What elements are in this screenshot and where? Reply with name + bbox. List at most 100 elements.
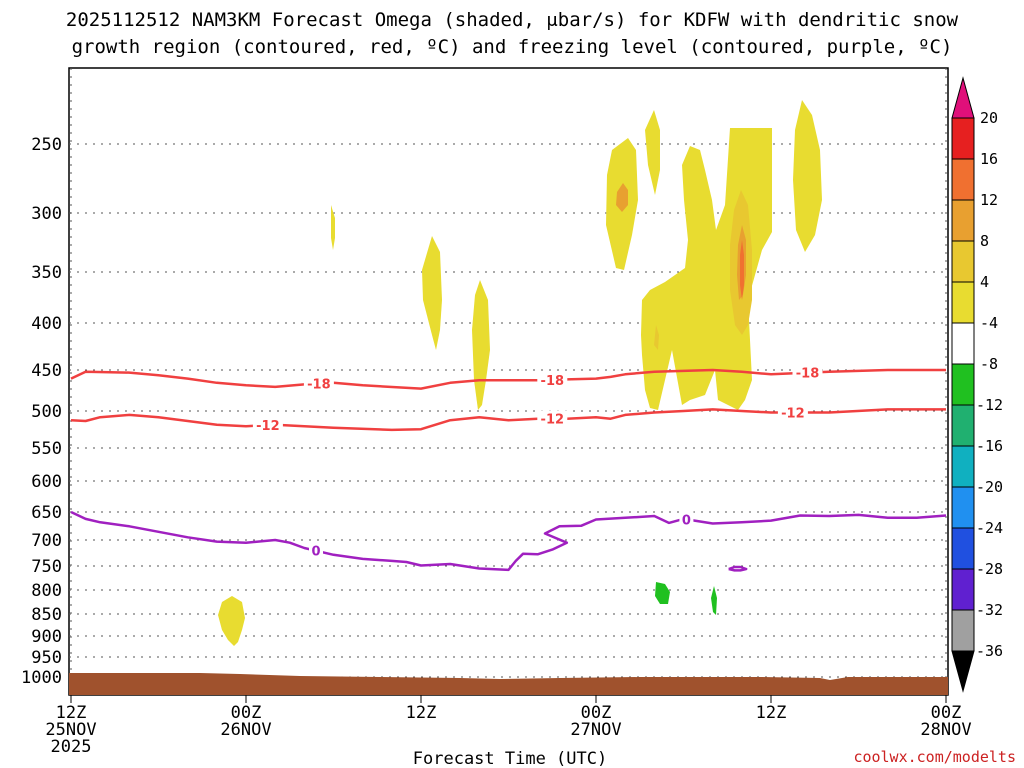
contour-label-0: 0 [311,545,320,560]
colorbar-label-neg8: -8 [980,355,998,373]
omega-region-4-i [654,325,659,350]
contour-label-bg [537,371,568,388]
omega-region-neg8-a [655,582,670,604]
contour-label-bg [252,417,283,434]
x-tick-00z-b-line1: 00Z [581,703,612,723]
y-tick-600: 600 [31,472,62,492]
y-tick-500: 500 [31,402,62,422]
colorbar-label-neg16: -16 [976,437,1003,455]
x-tick-12z-line3: 2025 [51,737,92,757]
x-tick-00z-c-line1: 00Z [931,703,962,723]
y-tick-450: 450 [31,361,62,381]
x-tick-00z-b-line2: 27NOV [570,720,621,740]
contour-label-bg [792,364,823,381]
x-tick-00z-a-line2: 26NOV [220,720,271,740]
x-tick-12z-line1: 12Z [56,703,87,723]
contour-line-4 [728,565,748,572]
colorbar-label-neg4: -4 [980,314,998,332]
y-tick-400: 400 [31,314,62,334]
colorbar-label-neg36: -36 [976,642,1003,660]
colorbar-swatch-neg32 [951,609,975,652]
x-axis-ticks [70,695,947,703]
contour-line-2 [70,408,946,432]
chart-title-line2: growth region (contoured, red, ºC) and f… [72,36,953,58]
y-tick-250: 250 [31,135,62,155]
colorbar-label-neg32: -32 [976,601,1003,619]
contour-label--12: -12 [256,419,280,434]
y-tick-750: 750 [31,557,62,577]
colorbar-label-8: 8 [980,232,989,250]
contour-label--18: -18 [307,378,331,393]
colorbar-label-4: 4 [980,273,989,291]
colorbar-swatch-neg20 [951,486,975,529]
colorbar-swatch-20 [951,117,975,160]
omega-region-12-a [740,240,744,300]
contour-layer: -18 -18 -18 -12 -12 -12 0 0 [70,364,947,572]
contour-label-bg [777,404,808,421]
y-tick-300: 300 [31,204,62,224]
contour-label-bg [303,375,334,392]
colorbar-swatch-8 [951,240,975,283]
colorbar-label-16: 16 [980,150,998,168]
omega-shading [218,100,822,646]
x-tick-12z-c-line1: 12Z [756,703,787,723]
x-tick-12z-b-line1: 12Z [406,703,437,723]
x-axis-labels: 12Z 25NOV 2025 00Z 26NOV 12Z 00Z 27NOV 1… [45,703,971,757]
omega-region-4-b [422,236,442,350]
colorbar-label-neg20: -20 [976,478,1003,496]
y-tick-800: 800 [31,581,62,601]
colorbar-swatch-12 [951,199,975,242]
colorbar: 20 16 12 8 4 -4 -8 -12 -16 -20 -24 -28 -… [951,76,1003,693]
colorbar-swatch-4 [951,281,975,324]
colorbar-swatch-neg28 [951,568,975,611]
contour-label--18: -18 [796,367,820,382]
omega-region-4-h [218,596,245,646]
colorbar-swatch-neg24 [951,527,975,570]
omega-region-8-b [616,183,628,212]
y-tick-700: 700 [31,531,62,551]
omega-region-4-c [472,280,490,410]
y-axis: 250 300 350 400 450 500 550 600 650 700 … [21,135,62,688]
colorbar-top-triangle [951,76,975,119]
vertical-gridlines [70,68,947,695]
contour-label--12: -12 [781,407,805,422]
omega-region-4-a [331,205,335,250]
omega-region-neg8-b [711,586,717,615]
contour-label-bg [309,542,323,559]
contour-label-0: 0 [682,513,691,528]
colorbar-swatch-16 [951,158,975,201]
contour-label-bg [537,410,568,427]
colorbar-label-neg28: -28 [976,560,1003,578]
colorbar-swatch-neg16 [951,445,975,488]
y-tick-1000: 1000 [21,668,62,688]
colorbar-swatch-neg12 [951,404,975,447]
y-tick-650: 650 [31,503,62,523]
x-axis-title: Forecast Time (UTC) [413,749,607,768]
x-tick-12z-line2: 25NOV [45,720,96,740]
contour-label--18: -18 [541,374,565,389]
colorbar-bottom-triangle [951,650,975,693]
colorbar-swatch-neg4 [951,322,975,365]
y-tick-900: 900 [31,627,62,647]
omega-region-4-e [645,110,660,195]
omega-region-4-g [793,100,822,252]
y-tick-550: 550 [31,439,62,459]
colorbar-label-neg12: -12 [976,396,1003,414]
y-tick-850: 850 [31,605,62,625]
terrain-surface [69,673,948,695]
colorbar-label-12: 12 [980,191,998,209]
contour-line-3 [70,510,947,572]
contour-label--12: -12 [541,413,565,428]
colorbar-label-20: 20 [980,109,998,127]
colorbar-label-neg24: -24 [976,519,1003,537]
x-tick-00z-a-line1: 00Z [231,703,262,723]
omega-region-4-f [641,128,772,410]
y-tick-950: 950 [31,648,62,668]
x-tick-00z-c-line2: 28NOV [920,720,971,740]
colorbar-swatch-neg8 [951,363,975,406]
contour-label-bg [679,511,694,528]
chart-title-line1: 2025112512 NAM3KM Forecast Omega (shaded… [66,9,959,31]
y-tick-350: 350 [31,263,62,283]
credit-text: coolwx.com/modelts [853,748,1016,766]
